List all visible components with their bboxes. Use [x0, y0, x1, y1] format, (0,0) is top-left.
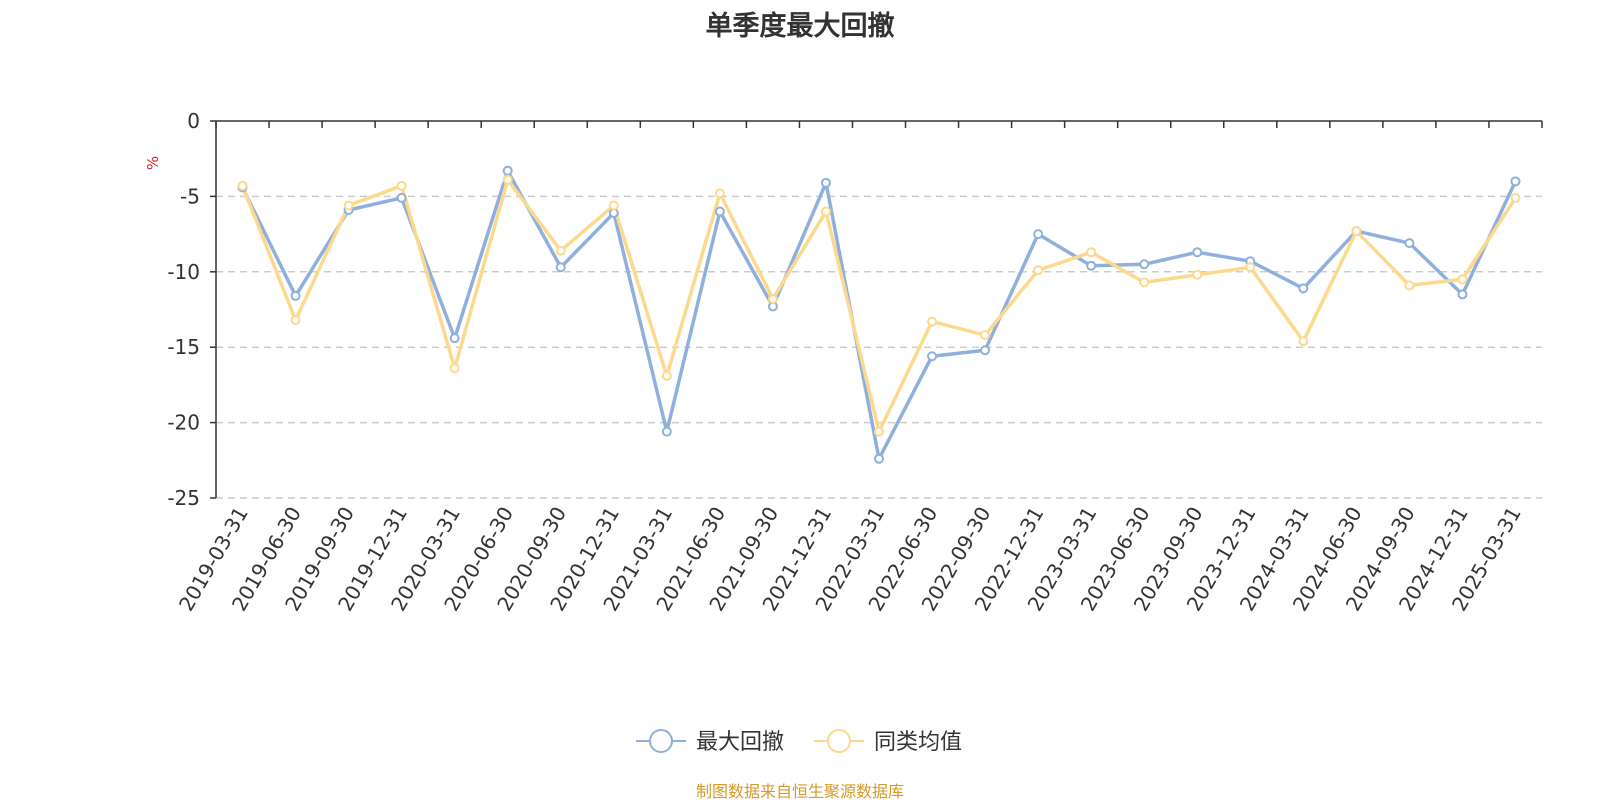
- data-point: [449, 363, 460, 374]
- y-tick-label: -10: [167, 260, 200, 284]
- data-point: [927, 316, 938, 327]
- series-line: [240, 178, 1518, 434]
- data-point: [980, 330, 991, 341]
- data-point: [1510, 192, 1521, 203]
- data-point: [661, 370, 672, 381]
- data-point: [1192, 247, 1203, 258]
- data-point: [714, 206, 725, 217]
- data-point: [927, 351, 938, 362]
- data-point: [874, 426, 884, 437]
- data-point: [608, 200, 619, 211]
- data-point: [714, 188, 725, 199]
- data-point: [555, 262, 566, 273]
- data-point: [502, 174, 513, 185]
- data-point: [767, 293, 778, 304]
- data-point: [661, 426, 672, 437]
- legend-label[interactable]: 最大回撤: [696, 730, 784, 755]
- data-point: [343, 200, 354, 211]
- source-note: 制图数据来自恒生聚源数据库: [695, 782, 904, 801]
- series-line: [240, 169, 1518, 461]
- y-axis-unit-label: %: [144, 156, 162, 170]
- data-point: [874, 453, 884, 464]
- data-point: [290, 290, 301, 301]
- data-point: [396, 192, 407, 203]
- legend[interactable]: 最大回撤 同类均值: [636, 729, 962, 755]
- data-point: [1033, 265, 1044, 276]
- y-tick-label: -15: [167, 335, 200, 359]
- data-point: [820, 177, 831, 188]
- legend-circle-marker[interactable]: [649, 729, 673, 753]
- data-point: [1086, 260, 1097, 271]
- data-point: [502, 165, 513, 176]
- y-tick-label: 0: [187, 109, 200, 133]
- data-point: [1510, 176, 1521, 187]
- axes: 0-5-10-15-20-25%2019-03-312019-06-302019…: [144, 109, 1543, 615]
- data-point: [237, 180, 248, 191]
- data-point: [1351, 226, 1362, 237]
- data-point: [555, 245, 566, 256]
- data-point: [1298, 336, 1309, 347]
- legend-circle-marker[interactable]: [827, 729, 851, 753]
- data-point: [1192, 269, 1203, 280]
- data-point: [449, 333, 460, 344]
- data-point: [1245, 262, 1256, 273]
- data-point: [290, 315, 301, 326]
- data-point: [1298, 283, 1309, 294]
- legend-label[interactable]: 同类均值: [874, 730, 962, 755]
- series-lines: [237, 165, 1521, 464]
- y-tick-label: -20: [167, 411, 200, 435]
- data-point: [1086, 247, 1097, 258]
- y-tick-label: -25: [167, 486, 200, 510]
- chart-title: 单季度最大回撤: [705, 11, 895, 42]
- data-point: [1404, 280, 1415, 291]
- data-point: [1457, 289, 1468, 300]
- data-point: [980, 345, 991, 356]
- data-point: [1139, 277, 1150, 288]
- grid-lines: [216, 195, 1542, 499]
- data-point: [1404, 238, 1415, 249]
- data-point: [1033, 229, 1044, 240]
- data-point: [1139, 259, 1150, 270]
- data-point: [820, 206, 831, 217]
- data-point: [396, 180, 407, 191]
- data-point: [1457, 274, 1468, 285]
- y-tick-label: -5: [180, 184, 200, 208]
